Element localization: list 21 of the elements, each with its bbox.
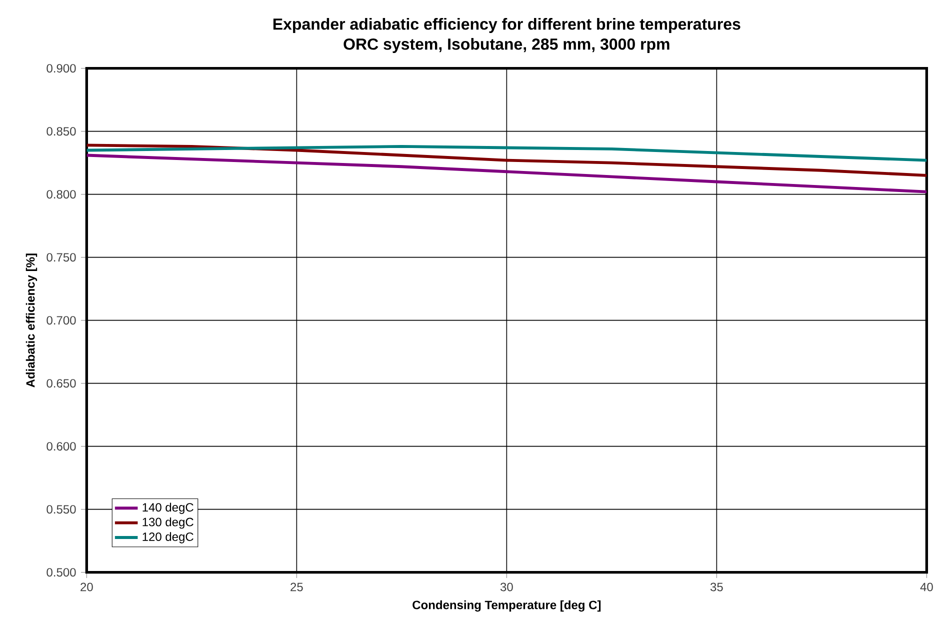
x-tick-label: 30 bbox=[500, 582, 513, 592]
x-tick-label: 25 bbox=[290, 582, 303, 592]
chart-title: Expander adiabatic efficiency for different brine temperatures bbox=[273, 18, 740, 33]
x-tick-label: 40 bbox=[920, 582, 933, 592]
y-tick-label: 0.650 bbox=[46, 379, 76, 388]
y-tick-label: 0.600 bbox=[46, 442, 76, 451]
y-tick-label: 0.800 bbox=[46, 190, 76, 199]
legend-label: 130 degC bbox=[142, 517, 194, 529]
y-tick-label: 0.700 bbox=[46, 316, 76, 325]
y-tick-label: 0.750 bbox=[46, 253, 76, 262]
y-tick-label: 0.500 bbox=[46, 568, 76, 577]
y-tick-label: 0.900 bbox=[46, 64, 76, 73]
y-axis-title: Adiabatic efficiency [%] bbox=[26, 254, 38, 388]
y-tick-label: 0.550 bbox=[46, 505, 76, 514]
x-tick-label: 20 bbox=[80, 582, 93, 592]
chart-subtitle: ORC system, Isobutane, 285 mm, 3000 rpm bbox=[344, 38, 670, 53]
legend-label: 140 degC bbox=[142, 502, 194, 514]
legend-label: 120 degC bbox=[142, 532, 194, 544]
x-axis-title: Condensing Temperature [deg C] bbox=[412, 600, 601, 612]
y-tick-label: 0.850 bbox=[46, 127, 76, 136]
x-tick-label: 35 bbox=[710, 582, 723, 592]
